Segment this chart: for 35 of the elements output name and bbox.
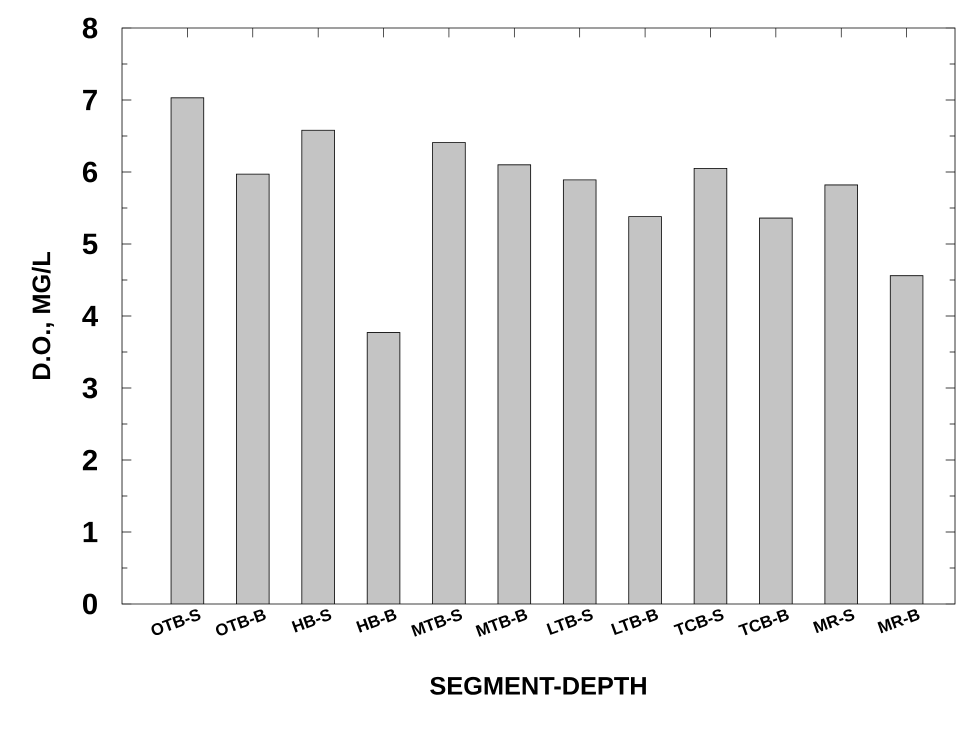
x-tick-label: TCB-B <box>738 610 789 636</box>
y-tick-label: 5 <box>82 234 98 254</box>
y-tick-label: 6 <box>82 162 98 182</box>
bar <box>170 97 204 604</box>
x-tick-label: MR-B <box>877 609 920 634</box>
x-tick-label: MTB-S <box>411 609 462 637</box>
x-tick-label: HB-S <box>292 609 332 632</box>
x-tick-label: LTB-S <box>546 609 593 635</box>
bar <box>432 142 466 604</box>
y-tick-label: 2 <box>82 450 97 470</box>
y-tick-label: 1 <box>84 522 98 542</box>
y-tick-label: 4 <box>82 306 98 326</box>
bar <box>366 332 400 604</box>
x-tick-label: HB-B <box>356 609 396 633</box>
x-tick-label: MTB-B <box>476 609 528 637</box>
bar <box>824 184 858 604</box>
bar <box>301 130 335 604</box>
x-tick-label: OTB-B <box>216 610 266 636</box>
bar <box>694 168 728 604</box>
bar <box>759 218 793 604</box>
x-tick-label: TCB-S <box>673 609 724 635</box>
bar <box>628 216 662 604</box>
y-axis-title: D.O., MG/L <box>32 252 54 380</box>
x-tick-label: OTB-S <box>151 609 200 636</box>
bar <box>498 164 532 604</box>
y-tick-label: 0 <box>83 594 97 614</box>
x-tick-label: LTB-B <box>610 609 658 636</box>
bar <box>236 174 270 604</box>
y-tick-label: 3 <box>82 378 98 398</box>
bar <box>890 275 924 604</box>
y-tick-label: 7 <box>83 90 97 110</box>
bar <box>562 180 596 604</box>
y-tick-label: 8 <box>82 18 98 38</box>
x-axis-title: SEGMENT-DEPTH <box>430 676 646 695</box>
x-tick-label: MR-S <box>812 609 854 634</box>
